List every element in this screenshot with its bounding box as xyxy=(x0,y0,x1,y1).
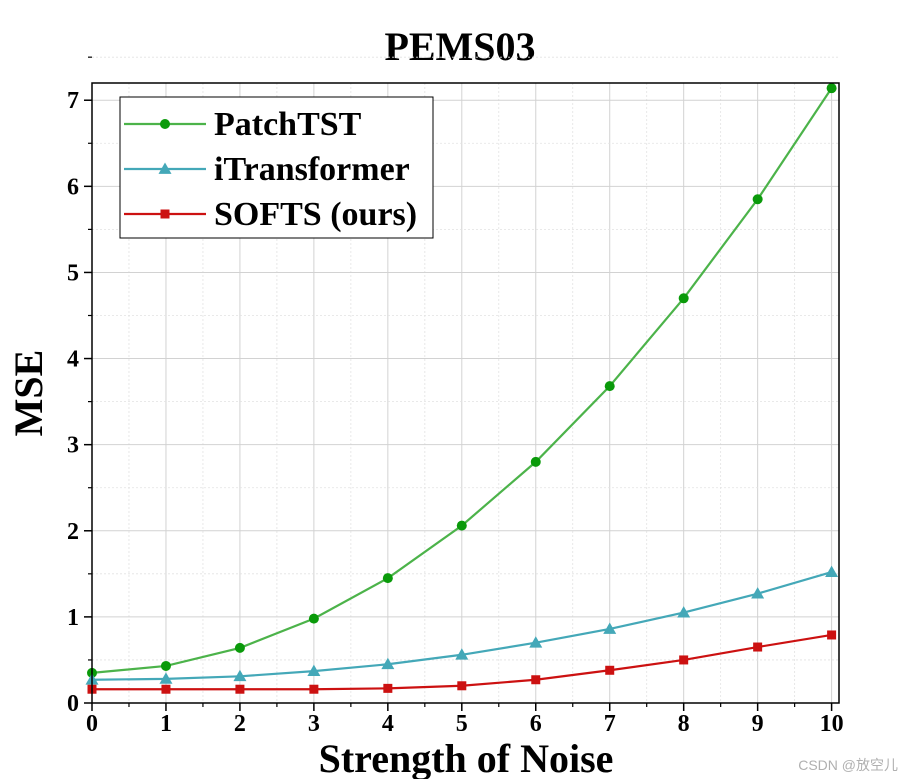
y-tick-label: 2 xyxy=(67,519,79,545)
legend-marker xyxy=(160,119,170,129)
data-point xyxy=(677,606,691,618)
data-point xyxy=(604,381,615,392)
watermark: CSDN @放空儿 xyxy=(798,757,898,773)
x-axis-label: Strength of Noise xyxy=(319,736,614,779)
data-point xyxy=(827,630,837,640)
y-tick-label: 0 xyxy=(67,691,79,717)
series-layer xyxy=(85,83,839,694)
data-point xyxy=(752,194,763,205)
y-axis-label: MSE xyxy=(6,350,51,437)
data-point xyxy=(529,636,543,648)
x-tick-label: 2 xyxy=(234,711,246,737)
plot-frame xyxy=(91,82,840,704)
data-point xyxy=(381,657,395,670)
data-point xyxy=(457,681,467,691)
x-tick-label: 7 xyxy=(604,711,616,737)
axis-ticks: 0 1 2 3 4 5 6 7 8 9 10 0 1 2 3 4 5 6 7 xyxy=(67,56,844,737)
legend-label: SOFTS (ours) xyxy=(214,196,417,233)
data-point xyxy=(825,565,839,577)
x-tick-label: 4 xyxy=(382,711,394,737)
data-point xyxy=(382,573,393,584)
y-tick-label: 1 xyxy=(67,605,79,631)
data-point xyxy=(605,665,615,675)
data-point xyxy=(160,660,171,671)
data-point xyxy=(751,587,765,599)
data-point xyxy=(826,83,837,94)
data-point xyxy=(235,684,245,694)
y-tick-label: 6 xyxy=(67,174,79,200)
data-point xyxy=(531,675,541,685)
y-tick-label: 5 xyxy=(67,260,79,286)
legend-marker xyxy=(158,162,172,174)
legend-marker xyxy=(160,209,170,219)
legend-label: iTransformer xyxy=(214,151,410,188)
data-point xyxy=(309,684,319,694)
chart-title: PEMS03 xyxy=(384,24,535,69)
data-point xyxy=(753,642,763,652)
x-tick-label: 8 xyxy=(678,711,690,737)
grid xyxy=(92,56,839,703)
data-point xyxy=(308,613,319,624)
legend-label: PatchTST xyxy=(214,106,362,143)
data-point xyxy=(383,683,393,693)
data-point xyxy=(530,456,541,467)
x-tick-label: 6 xyxy=(530,711,542,737)
x-tick-label: 3 xyxy=(308,711,320,737)
data-point xyxy=(307,664,321,677)
data-point xyxy=(678,293,689,304)
data-point xyxy=(233,669,247,682)
legend-item: PatchTST xyxy=(124,106,362,143)
x-tick-label: 5 xyxy=(456,711,468,737)
x-tick-label: 10 xyxy=(820,711,844,737)
x-tick-label: 0 xyxy=(86,711,98,737)
y-tick-label: 3 xyxy=(67,433,79,459)
legend-item: SOFTS (ours) xyxy=(124,196,417,233)
data-point xyxy=(161,684,171,694)
x-tick-label: 1 xyxy=(160,711,172,737)
data-point xyxy=(679,655,689,665)
legend: PatchTST iTransformer SOFTS (ours) xyxy=(119,96,434,239)
y-tick-label: 7 xyxy=(67,88,79,114)
y-tick-label: 4 xyxy=(67,347,79,373)
data-point xyxy=(603,622,617,634)
data-point xyxy=(455,648,469,660)
data-point xyxy=(234,642,245,653)
series-patchtst xyxy=(87,83,837,678)
x-tick-label: 9 xyxy=(752,711,764,737)
legend-item: iTransformer xyxy=(124,151,410,188)
series-softs-ours xyxy=(87,630,837,694)
data-point xyxy=(456,520,467,531)
data-point xyxy=(159,672,173,684)
